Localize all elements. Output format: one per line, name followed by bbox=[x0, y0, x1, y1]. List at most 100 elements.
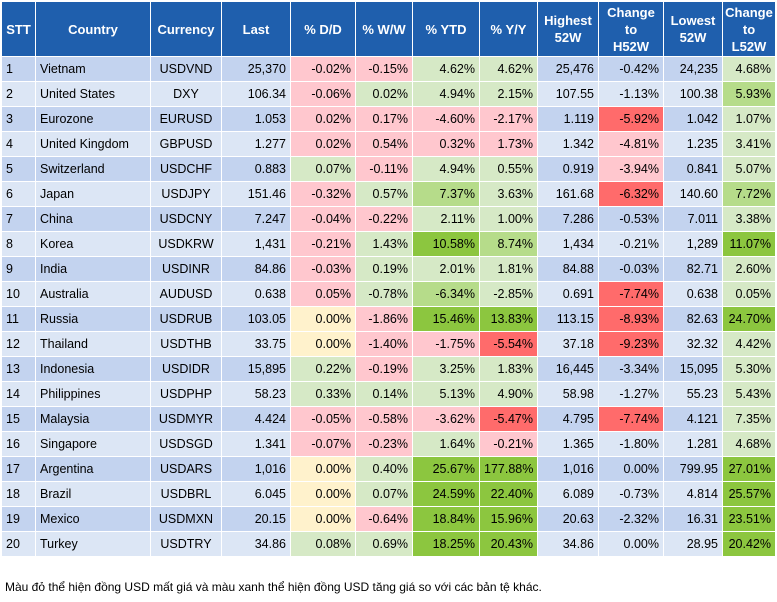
cell-yy: 3.63% bbox=[479, 181, 538, 207]
cell-change-l52w: 2.60% bbox=[722, 256, 776, 282]
cell-last: 20.15 bbox=[221, 506, 291, 532]
cell-ytd: -3.62% bbox=[412, 406, 480, 432]
cell-change-h52w: -1.13% bbox=[598, 81, 664, 107]
cell-stt: 7 bbox=[1, 206, 36, 232]
cell-ytd: 18.84% bbox=[412, 506, 480, 532]
cell-currency: USDJPY bbox=[150, 181, 222, 207]
cell-currency: USDVND bbox=[150, 56, 222, 82]
cell-currency: USDRUB bbox=[150, 306, 222, 332]
header-ww: % W/W bbox=[355, 1, 413, 57]
header-highest-line2: 52W bbox=[554, 30, 582, 45]
cell-lowest-52w: 82.63 bbox=[663, 306, 723, 332]
cell-stt: 17 bbox=[1, 456, 36, 482]
cell-stt: 5 bbox=[1, 156, 36, 182]
cell-change-h52w: -7.74% bbox=[598, 406, 664, 432]
cell-highest-52w: 1.342 bbox=[537, 131, 599, 157]
cell-yy: -5.54% bbox=[479, 331, 538, 357]
table-row: 19 Mexico USDMXN 20.15 0.00% -0.64% 18.84% 15.9… bbox=[1, 506, 776, 532]
header-chl-line3: L52W bbox=[731, 38, 767, 54]
cell-ytd: 7.37% bbox=[412, 181, 480, 207]
cell-stt: 11 bbox=[1, 306, 36, 332]
cell-dd: 0.00% bbox=[290, 306, 356, 332]
header-change-l52w: Change to L52W bbox=[722, 1, 776, 57]
header-row: STT Country Currency Last % D/D % W/W % … bbox=[1, 1, 776, 57]
header-chh-line3: H52W bbox=[612, 38, 650, 54]
cell-yy: 0.55% bbox=[479, 156, 538, 182]
cell-ww: -0.78% bbox=[355, 281, 413, 307]
cell-currency: USDINR bbox=[150, 256, 222, 282]
cell-country: United States bbox=[35, 81, 151, 107]
cell-lowest-52w: 28.95 bbox=[663, 531, 723, 557]
cell-ytd: 3.25% bbox=[412, 356, 480, 382]
cell-highest-52w: 34.86 bbox=[537, 531, 599, 557]
cell-stt: 8 bbox=[1, 231, 36, 257]
cell-highest-52w: 107.55 bbox=[537, 81, 599, 107]
cell-dd: 0.00% bbox=[290, 481, 356, 507]
cell-yy: 2.15% bbox=[479, 81, 538, 107]
cell-last: 103.05 bbox=[221, 306, 291, 332]
cell-yy: 8.74% bbox=[479, 231, 538, 257]
cell-country: Russia bbox=[35, 306, 151, 332]
cell-change-l52w: 4.68% bbox=[722, 431, 776, 457]
cell-dd: -0.04% bbox=[290, 206, 356, 232]
cell-highest-52w: 58.98 bbox=[537, 381, 599, 407]
cell-lowest-52w: 140.60 bbox=[663, 181, 723, 207]
cell-last: 1.341 bbox=[221, 431, 291, 457]
cell-change-l52w: 25.57% bbox=[722, 481, 776, 507]
cell-country: Australia bbox=[35, 281, 151, 307]
table-row: 6 Japan USDJPY 151.46 -0.32% 0.57% 7.37% 3.63% 1… bbox=[1, 181, 776, 207]
cell-ytd: 0.32% bbox=[412, 131, 480, 157]
cell-currency: DXY bbox=[150, 81, 222, 107]
cell-ww: 0.07% bbox=[355, 481, 413, 507]
table-row: 1 Vietnam USDVND 25,370 -0.02% -0.15% 4.62% 4.6… bbox=[1, 56, 776, 82]
cell-ww: -0.64% bbox=[355, 506, 413, 532]
cell-highest-52w: 84.88 bbox=[537, 256, 599, 282]
cell-ytd: -4.60% bbox=[412, 106, 480, 132]
cell-ww: -0.23% bbox=[355, 431, 413, 457]
cell-change-h52w: -6.32% bbox=[598, 181, 664, 207]
table-row: 20 Turkey USDTRY 34.86 0.08% 0.69% 18.25% 20.43… bbox=[1, 531, 776, 557]
header-chl-line2: to bbox=[742, 21, 756, 37]
cell-ww: 0.17% bbox=[355, 106, 413, 132]
cell-highest-52w: 113.15 bbox=[537, 306, 599, 332]
cell-country: Philippines bbox=[35, 381, 151, 407]
cell-ww: -1.40% bbox=[355, 331, 413, 357]
cell-dd: 0.22% bbox=[290, 356, 356, 382]
table-row: 4 United Kingdom GBPUSD 1.277 0.02% 0.54% 0.32… bbox=[1, 131, 776, 157]
cell-last: 0.638 bbox=[221, 281, 291, 307]
cell-change-l52w: 7.35% bbox=[722, 406, 776, 432]
cell-ytd: 4.94% bbox=[412, 81, 480, 107]
table-row: 13 Indonesia USDIDR 15,895 0.22% -0.19% 3.25% 1… bbox=[1, 356, 776, 382]
cell-lowest-52w: 0.638 bbox=[663, 281, 723, 307]
cell-last: 15,895 bbox=[221, 356, 291, 382]
cell-currency: USDMYR bbox=[150, 406, 222, 432]
cell-yy: 1.73% bbox=[479, 131, 538, 157]
cell-ww: -0.22% bbox=[355, 206, 413, 232]
cell-lowest-52w: 32.32 bbox=[663, 331, 723, 357]
cell-lowest-52w: 82.71 bbox=[663, 256, 723, 282]
cell-dd: 0.08% bbox=[290, 531, 356, 557]
header-lowest-line1: Lowest bbox=[670, 13, 716, 28]
cell-highest-52w: 25,476 bbox=[537, 56, 599, 82]
cell-highest-52w: 1,016 bbox=[537, 456, 599, 482]
cell-currency: USDMXN bbox=[150, 506, 222, 532]
cell-country: United Kingdom bbox=[35, 131, 151, 157]
cell-lowest-52w: 1.042 bbox=[663, 106, 723, 132]
cell-stt: 4 bbox=[1, 131, 36, 157]
cell-change-h52w: -0.73% bbox=[598, 481, 664, 507]
cell-stt: 2 bbox=[1, 81, 36, 107]
cell-last: 34.86 bbox=[221, 531, 291, 557]
header-highest-52w: Highest 52W bbox=[537, 1, 599, 57]
cell-last: 1,016 bbox=[221, 456, 291, 482]
cell-change-l52w: 1.07% bbox=[722, 106, 776, 132]
header-last: Last bbox=[221, 1, 291, 57]
cell-highest-52w: 16,445 bbox=[537, 356, 599, 382]
cell-highest-52w: 161.68 bbox=[537, 181, 599, 207]
cell-stt: 12 bbox=[1, 331, 36, 357]
cell-change-h52w: 0.00% bbox=[598, 456, 664, 482]
cell-change-h52w: -1.80% bbox=[598, 431, 664, 457]
cell-yy: 1.00% bbox=[479, 206, 538, 232]
cell-change-l52w: 0.05% bbox=[722, 281, 776, 307]
cell-last: 0.883 bbox=[221, 156, 291, 182]
cell-ytd: 2.01% bbox=[412, 256, 480, 282]
